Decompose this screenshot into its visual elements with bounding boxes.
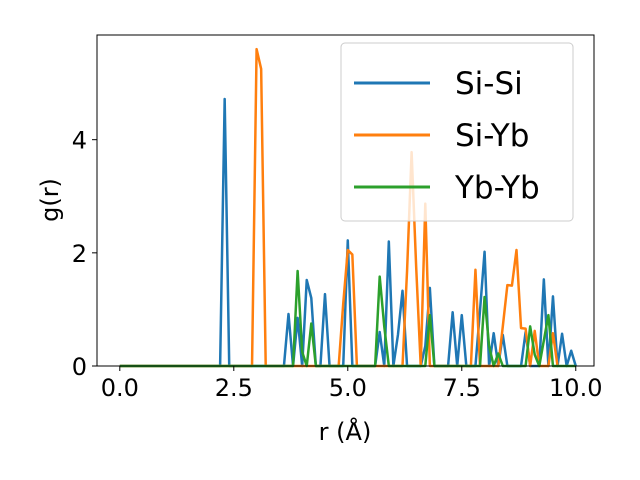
y-tick-label: 2 (72, 240, 87, 268)
x-axis-label: r (Å) (319, 417, 372, 446)
x-tick-label: 10.0 (549, 374, 602, 402)
x-tick-label: 0.0 (101, 374, 139, 402)
x-tick-label: 5.0 (329, 374, 367, 402)
x-tick-label: 7.5 (443, 374, 481, 402)
y-tick-label: 0 (72, 353, 87, 381)
legend-label-si-yb: Si-Yb (455, 118, 529, 154)
x-tick-label: 2.5 (215, 374, 253, 402)
plot-frame (96, 34, 595, 367)
legend-label-yb-yb: Yb-Yb (454, 170, 540, 206)
legend-label-si-si: Si-Si (455, 66, 523, 102)
y-axis-ticks: 0 2 4 (72, 127, 97, 381)
y-axis-label: g(r) (36, 178, 64, 222)
y-tick-label: 4 (72, 127, 87, 155)
legend: Si-Si Si-Yb Yb-Yb (340, 42, 574, 222)
x-axis-ticks: 0.0 2.5 5.0 7.5 10.0 (101, 366, 602, 402)
legend-box (340, 42, 574, 222)
